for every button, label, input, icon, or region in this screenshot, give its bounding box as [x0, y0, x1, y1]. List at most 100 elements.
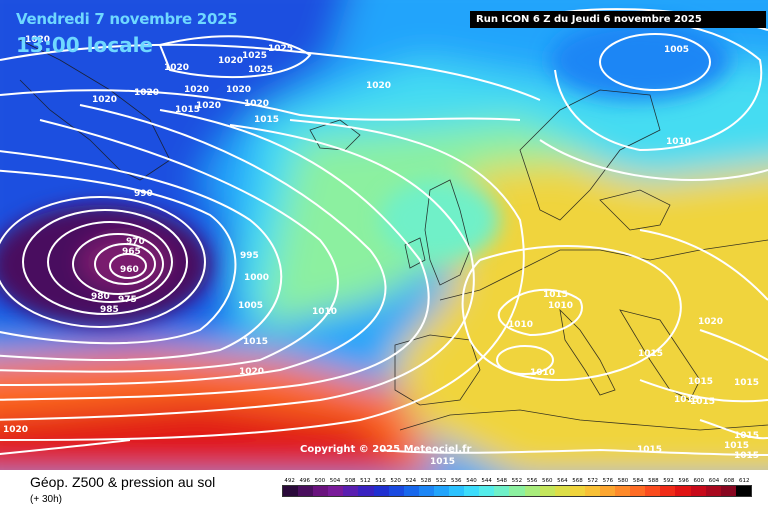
scale-swatch [418, 486, 434, 496]
coast-greenland [19, 39, 171, 181]
label-1015-turkey: 1015 [734, 378, 759, 388]
scale-swatch [464, 486, 480, 496]
scale-label: 564 [557, 478, 568, 484]
label-1015-greece: 1015 [688, 377, 713, 387]
scale-label: 520 [390, 478, 401, 484]
label-1010-europe-a: 1010 [548, 301, 573, 311]
scale-swatch [569, 486, 585, 496]
valid-time: 13:00 locale [16, 33, 153, 57]
isobar-1010-med [496, 345, 554, 375]
isobar-1010-europe [497, 288, 583, 337]
isobar-975 [47, 221, 173, 303]
scale-swatch [660, 486, 676, 496]
scale-label: 576 [602, 478, 614, 484]
coast-iberia [394, 334, 481, 406]
scale-swatch [373, 486, 389, 496]
label-1020-greenland-g: 1020 [196, 101, 221, 111]
scale-swatch [388, 486, 404, 496]
label-990: 990 [134, 189, 153, 199]
isobar-1020-greenland [0, 43, 541, 101]
label-1015-europe-a: 1015 [543, 290, 568, 300]
label-1020-atlantic-north: 1020 [366, 81, 391, 91]
label-1020-greenland-c: 1020 [134, 88, 159, 98]
scale-label: 600 [693, 478, 705, 484]
label-1020-greenland-i: 1020 [226, 85, 251, 95]
isobar-1000 [0, 119, 339, 373]
scale-label: 596 [678, 478, 689, 484]
map-canvas: 1020 1020 1020 1020 1025 1025 1025 1020 … [0, 0, 768, 470]
label-1015-greenland: 1015 [175, 105, 200, 115]
scale-label: 592 [663, 478, 674, 484]
scale-swatch [328, 486, 344, 496]
scale-swatch [283, 486, 299, 496]
isobar-980 [22, 209, 188, 315]
label-975: 975 [118, 295, 137, 305]
coast-balkans [619, 309, 701, 401]
scale-label: 568 [572, 478, 583, 484]
label-1000: 1000 [244, 273, 269, 283]
valid-date: Vendredi 7 novembre 2025 [16, 10, 238, 28]
label-1015-north-africa-b: 1015 [430, 457, 455, 467]
label-1015-se-b: 1015 [724, 441, 749, 451]
isobar-1015-southeast [639, 379, 768, 440]
label-1005-scandinavia: 1005 [664, 45, 689, 55]
scale-label: 588 [648, 478, 659, 484]
scale-label: 540 [466, 478, 477, 484]
legend-forecast-hour: (+ 30h) [30, 494, 62, 505]
label-1015-se-a: 1015 [734, 431, 759, 441]
scale-swatch [705, 486, 721, 496]
isobar-1005-scandinavia [599, 33, 711, 91]
isobar-1020-east [639, 229, 768, 361]
label-1025-greenland-b: 1025 [248, 65, 273, 75]
field-north-sea-green [380, 180, 500, 260]
weather-map: 1020 1020 1020 1020 1025 1025 1025 1020 … [0, 0, 768, 470]
scale-label: 496 [299, 478, 310, 484]
label-1015-se-c: 1015 [734, 451, 759, 461]
scale-swatch [524, 486, 540, 496]
label-1020-greenland-b: 1020 [92, 95, 117, 105]
isobar-970 [72, 233, 164, 295]
label-985: 985 [100, 305, 119, 315]
scale-swatch [433, 486, 450, 496]
scale-swatch [539, 486, 555, 496]
isobar-1010 [0, 109, 430, 401]
scale-swatch [615, 486, 631, 496]
label-1010-med: 1010 [530, 368, 555, 378]
label-1020-atlantic: 1020 [239, 367, 264, 377]
scale-label: 500 [314, 478, 326, 484]
isobar-1020-sw [0, 439, 131, 456]
scale-label: 572 [587, 478, 598, 484]
label-995: 995 [240, 251, 259, 261]
isobar-960 [109, 253, 147, 279]
isobar-985 [0, 196, 206, 328]
scale-label: 516 [375, 478, 386, 484]
label-1010-atlantic: 1010 [312, 307, 337, 317]
legend-title: Géop. Z500 & pression au sol [30, 474, 216, 490]
color-scale: 492 496 500 504 508 512 516 520 524 528 532 536 540 5… [282, 478, 752, 497]
label-1025-greenland-a: 1025 [242, 51, 267, 61]
scale-label: 524 [405, 478, 417, 484]
scale-swatch [494, 486, 510, 496]
isobar-1020 [0, 119, 525, 441]
label-1020-sw: 1020 [3, 425, 28, 435]
label-1020-greenland-e: 1020 [218, 56, 243, 66]
scale-swatch [735, 486, 751, 496]
isobar-labels: 1020 1020 1020 1020 1025 1025 1025 1020 … [3, 35, 759, 467]
scale-label: 556 [526, 478, 538, 484]
isobar-1015-europe [461, 245, 682, 381]
scale-swatch [358, 486, 374, 496]
isobar-1025-greenland [158, 35, 312, 79]
label-1020-greenland-d: 1020 [164, 63, 189, 73]
scale-swatch [343, 486, 359, 496]
label-1005: 1005 [238, 301, 263, 311]
label-965: 965 [122, 247, 141, 257]
scale-label: 612 [739, 478, 750, 484]
scale-label: 532 [435, 478, 447, 484]
scale-swatch [479, 486, 495, 496]
isobar-990 [0, 169, 237, 345]
scale-label: 492 [284, 478, 295, 484]
coastlines [19, 39, 768, 431]
scale-label: 508 [344, 478, 356, 484]
isobar-1005 [0, 104, 387, 386]
scale-label: 604 [708, 478, 720, 484]
